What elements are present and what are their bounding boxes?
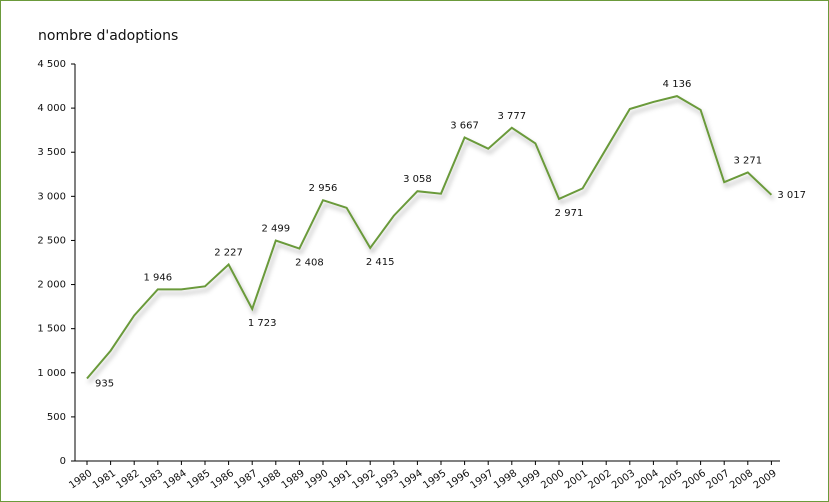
y-tick-label: 4 500	[37, 59, 66, 70]
y-tick-label: 4 000	[37, 103, 66, 114]
value-label: 3 058	[403, 174, 432, 185]
value-label: 3 777	[497, 111, 526, 122]
y-tick-label: 2 500	[37, 235, 66, 246]
value-label: 2 227	[214, 248, 243, 259]
y-tick-label: 1 000	[37, 368, 66, 379]
value-label: 3 667	[450, 120, 479, 131]
y-tick-label: 3 500	[37, 147, 66, 158]
value-label: 2 408	[295, 258, 324, 269]
value-label: 2 415	[366, 257, 395, 268]
y-tick-label: 2 000	[37, 280, 66, 291]
value-label: 3 271	[733, 155, 762, 166]
chart-title: nombre d'adoptions	[38, 28, 178, 44]
value-label: 2 971	[555, 208, 584, 219]
value-label: 1 723	[248, 318, 277, 329]
y-tick-label: 500	[47, 412, 66, 423]
y-tick-label: 1 500	[37, 324, 66, 335]
value-label: 1 946	[143, 272, 172, 283]
value-label: 3 017	[777, 190, 806, 201]
line	[86, 95, 773, 380]
y-tick-label: 0	[60, 456, 66, 467]
value-label: 935	[95, 379, 114, 390]
value-label: 2 499	[261, 224, 290, 235]
value-label: 4 136	[663, 79, 692, 90]
value-label: 2 956	[309, 183, 338, 194]
y-tick-label: 3 000	[37, 191, 66, 202]
